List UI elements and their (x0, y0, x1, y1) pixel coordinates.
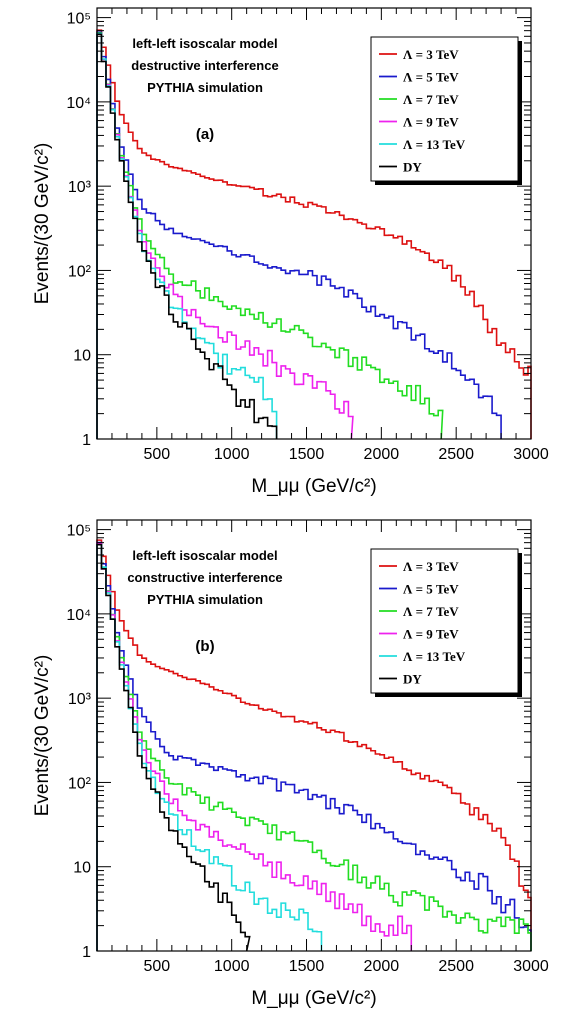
series-9-tev (96, 542, 413, 951)
series-5-tev (96, 541, 532, 951)
x-tick-label: 2500 (438, 446, 474, 463)
y-tick-label: 1 (82, 944, 91, 961)
legend-entry: Λ = 9 TeV (403, 627, 459, 642)
y-tick-label: 10⁴ (66, 607, 91, 624)
x-tick-label: 1000 (214, 958, 250, 975)
annotation-line: destructive interference (131, 58, 278, 73)
legend-entry: Λ = 5 TeV (403, 70, 459, 85)
y-tick-label: 10² (68, 263, 92, 280)
legend-entry: Λ = 7 TeV (403, 604, 459, 619)
x-tick-label: 2500 (438, 958, 474, 975)
annotation-line: PYTHIA simulation (147, 80, 263, 95)
y-axis-title: Events/(30 GeV/c²) (32, 143, 53, 305)
legend: Λ = 3 TeV Λ = 5 TeV Λ = 7 TeV Λ = 9 TeV Λ = … (370, 36, 522, 185)
legend-box (370, 548, 519, 694)
y-tick-label: 10³ (68, 691, 92, 708)
legend-box (370, 36, 519, 182)
x-tick-label: 2000 (364, 958, 400, 975)
series-3-tev (96, 29, 532, 439)
series-7-tev (96, 543, 532, 951)
annotation: left-left isoscalar model constructive in… (127, 548, 282, 655)
y-tick-label: 10 (73, 860, 91, 877)
legend-entry: Λ = 3 TeV (403, 47, 459, 62)
series-dy (96, 543, 251, 952)
plot-frame (96, 519, 532, 952)
legend-entry: Λ = 5 TeV (403, 582, 459, 597)
y-axis-title: Events/(30 GeV/c²) (32, 655, 53, 817)
series-7-tev (96, 32, 444, 440)
legend: Λ = 3 TeV Λ = 5 TeV Λ = 7 TeV Λ = 9 TeV Λ = … (370, 548, 522, 697)
annotation-line: left-left isoscalar model (132, 36, 277, 51)
x-tick-label: 1500 (289, 958, 325, 975)
y-tick-label: 10³ (68, 179, 92, 196)
x-tick-label: 500 (144, 446, 171, 463)
legend-entry: Λ = 13 TeV (403, 649, 466, 664)
y-tick-label: 10⁵ (67, 523, 91, 540)
annotation: left-left isoscalar model destructive int… (131, 36, 278, 143)
annotation-line: constructive interference (127, 570, 282, 585)
legend-entry: DY (403, 672, 422, 687)
x-tick-label: 1000 (214, 446, 250, 463)
panel-label: (b) (195, 638, 214, 655)
y-tick-label: 10² (68, 775, 92, 792)
x-tick-label: 1500 (289, 446, 325, 463)
y-tick-label: 1 (82, 432, 91, 449)
series-group (96, 29, 532, 440)
annotation-line: left-left isoscalar model (132, 548, 277, 563)
y-axis: 1 10 10² 10³ 10⁴ 10⁵ (66, 523, 531, 961)
legend-entry: DY (403, 160, 422, 175)
legend-entry: Λ = 13 TeV (403, 137, 466, 152)
y-tick-label: 10 (73, 348, 91, 365)
series-3-tev (96, 539, 532, 951)
chart-panel-b: 500 1000 1500 2000 2500 3000 1 10 10² 10³ 10⁴ 10⁵ M_… (32, 519, 549, 1009)
x-tick-label: 3000 (513, 958, 549, 975)
annotation-line: PYTHIA simulation (147, 592, 263, 607)
y-axis: 1 10 10² 10³ 10⁴ 10⁵ (66, 11, 531, 449)
series-group (96, 539, 532, 952)
y-tick-label: 10⁵ (67, 11, 91, 28)
x-axis: 500 1000 1500 2000 2500 3000 (96, 8, 549, 463)
plot-frame (96, 7, 532, 440)
x-axis-title: M_μμ (GeV/c²) (251, 988, 376, 1009)
series-5-tev (96, 31, 502, 439)
x-axis-title: M_μμ (GeV/c²) (251, 476, 376, 497)
x-tick-label: 2000 (364, 446, 400, 463)
legend-entry: Λ = 9 TeV (403, 115, 459, 130)
chart-panel-a: 500 1000 1500 2000 2500 3000 1 10 10² 10³ 10⁴ 10⁵ M_… (32, 7, 549, 497)
series-dy (96, 33, 278, 439)
legend-entry: Λ = 3 TeV (403, 559, 459, 574)
panel-label: (a) (196, 126, 214, 143)
y-tick-label: 10⁴ (66, 95, 91, 112)
x-axis: 500 1000 1500 2000 2500 3000 (96, 520, 549, 975)
x-tick-label: 3000 (513, 446, 549, 463)
legend-entry: Λ = 7 TeV (403, 92, 459, 107)
x-tick-label: 500 (144, 958, 171, 975)
